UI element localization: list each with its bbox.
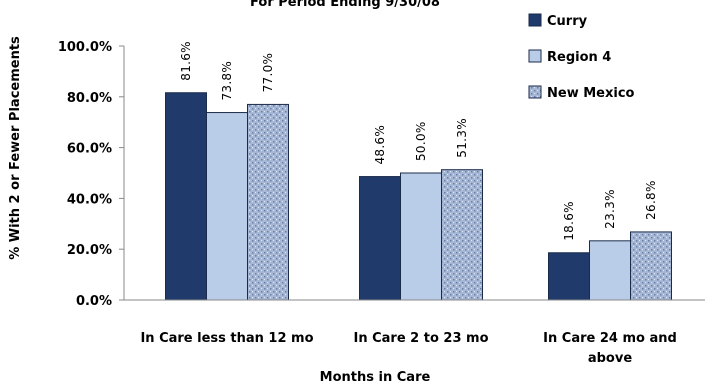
legend-label: New Mexico	[547, 86, 635, 101]
y-tick-label: 0.0%	[76, 294, 112, 309]
legend-label: Region 4	[547, 50, 611, 65]
legend-swatch	[528, 49, 542, 63]
data-labels: 81.6% 73.8% 77.0% 48.6% 50.0% 51.3% 18.6% 23.3%…	[179, 41, 658, 241]
bar-region-4	[206, 112, 248, 301]
legend-swatch	[528, 85, 542, 99]
y-tick-label: 20.0%	[67, 243, 112, 258]
data-label: 81.6%	[179, 41, 193, 81]
bars	[165, 92, 672, 301]
bar-region-4	[400, 172, 442, 301]
bar-new-mexico	[441, 169, 483, 301]
y-axis-title: % With 2 or Fewer Placements	[8, 36, 23, 260]
x-category-label: In Care 2 to 23 mo	[353, 331, 488, 346]
data-label: 26.8%	[644, 180, 658, 220]
data-label: 73.8%	[220, 61, 234, 101]
x-category-label: above	[588, 351, 632, 366]
category-labels: In Care less than 12 mo In Care 2 to 23 m…	[140, 331, 676, 366]
bar-curry	[359, 176, 401, 301]
bar-new-mexico	[630, 231, 672, 301]
x-axis-title: Months in Care	[320, 370, 431, 384]
data-label: 23.3%	[603, 189, 617, 229]
data-label: 18.6%	[562, 201, 576, 241]
y-tick-label: 60.0%	[67, 142, 112, 157]
bar-new-mexico	[247, 103, 289, 301]
data-label: 48.6%	[373, 125, 387, 165]
data-label: 77.0%	[261, 53, 275, 93]
y-tick-label: 100.0%	[58, 40, 112, 55]
x-category-label: In Care 24 mo and	[543, 331, 677, 346]
bar-curry	[548, 252, 590, 301]
legend-label: Curry	[547, 14, 588, 29]
legend: Curry Region 4 New Mexico	[528, 13, 635, 101]
bar-region-4	[589, 240, 631, 301]
y-tick-label: 40.0%	[67, 192, 112, 207]
legend-swatch	[528, 13, 542, 27]
y-tick-label: 80.0%	[67, 91, 112, 106]
data-label: 50.0%	[414, 121, 428, 161]
x-category-label: In Care less than 12 mo	[140, 331, 313, 346]
bar-curry	[165, 92, 207, 301]
chart-title: For Period Ending 9/30/08	[250, 0, 440, 10]
y-axis-ticks: 0.0% 20.0% 40.0% 60.0% 80.0% 100.0%	[58, 40, 124, 309]
data-label: 51.3%	[455, 118, 469, 158]
